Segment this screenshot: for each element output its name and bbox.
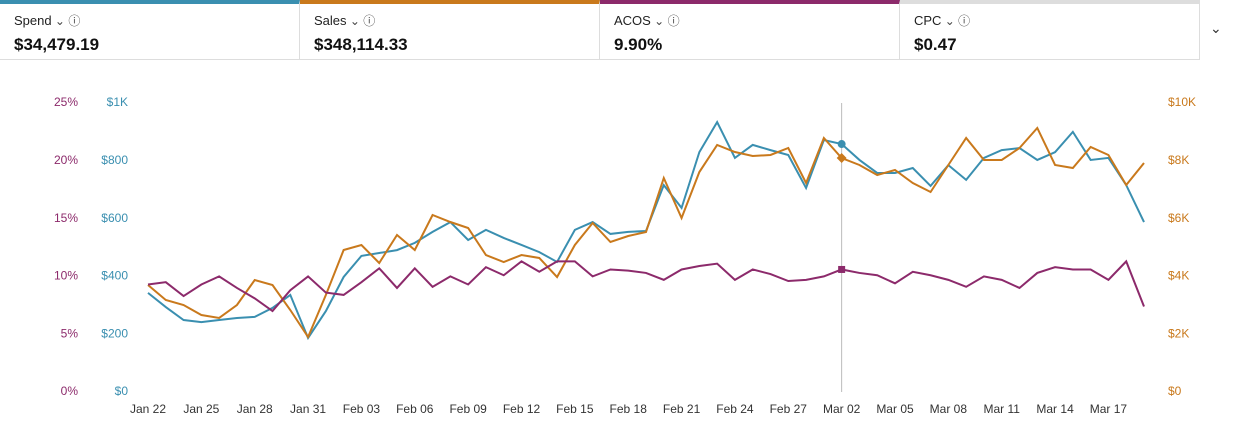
x-tick-label: Feb 09 bbox=[449, 402, 487, 416]
y-tick-label: $200 bbox=[101, 326, 128, 340]
metric-name: Spend bbox=[14, 12, 285, 29]
x-tick-label: Mar 14 bbox=[1036, 402, 1074, 416]
metric-value: $34,479.19 bbox=[14, 35, 100, 54]
x-tick-label: Jan 31 bbox=[290, 402, 326, 416]
y-tick-label: $800 bbox=[101, 153, 128, 167]
y-tick-label: $0 bbox=[1168, 384, 1182, 398]
x-tick-label: Feb 03 bbox=[343, 402, 381, 416]
x-tick-label: Jan 25 bbox=[183, 402, 219, 416]
x-tick-label: Mar 08 bbox=[930, 402, 968, 416]
hover-marker bbox=[836, 153, 847, 163]
x-tick-label: Feb 24 bbox=[716, 402, 754, 416]
metric-tiles: Spend $34,479.19 Sales $348,114.33 ACOS 9.90%… bbox=[0, 0, 1200, 60]
y-tick-label: $8K bbox=[1168, 153, 1189, 167]
metric-tile[interactable]: Sales $348,114.33 bbox=[300, 0, 600, 60]
metric-value: 9.90% bbox=[614, 35, 663, 54]
y-tick-label: 5% bbox=[61, 326, 79, 340]
hover-marker bbox=[838, 265, 846, 273]
y-tick-label: 10% bbox=[54, 269, 78, 283]
metric-tile[interactable]: ACOS 9.90% bbox=[600, 0, 900, 60]
x-tick-label: Jan 28 bbox=[237, 402, 273, 416]
series-line bbox=[147, 259, 1145, 313]
x-tick-label: Feb 06 bbox=[396, 402, 434, 416]
x-tick-label: Mar 02 bbox=[823, 402, 861, 416]
x-tick-label: Mar 17 bbox=[1090, 402, 1128, 416]
y-tick-label: $400 bbox=[101, 269, 128, 283]
metric-tile[interactable]: Spend $34,479.19 bbox=[0, 0, 300, 60]
y-tick-label: $2K bbox=[1168, 326, 1189, 340]
y-tick-label: 25% bbox=[54, 95, 78, 109]
y-tick-label: $10K bbox=[1168, 95, 1196, 109]
x-tick-label: Mar 05 bbox=[876, 402, 914, 416]
hover-marker bbox=[837, 140, 846, 149]
x-tick-label: Feb 27 bbox=[770, 402, 808, 416]
metric-value: $348,114.33 bbox=[314, 35, 408, 54]
metric-name: CPC bbox=[914, 12, 1185, 29]
y-tick-label: $1K bbox=[107, 95, 128, 109]
metric-name: Sales bbox=[314, 12, 585, 29]
metric-value: $0.47 bbox=[914, 35, 957, 54]
y-tick-label: $600 bbox=[101, 211, 128, 225]
x-tick-label: Mar 11 bbox=[983, 402, 1020, 416]
x-tick-label: Feb 15 bbox=[556, 402, 594, 416]
x-tick-label: Feb 18 bbox=[610, 402, 648, 416]
y-tick-label: 0% bbox=[61, 384, 79, 398]
y-tick-label: $6K bbox=[1168, 211, 1189, 225]
dropdown[interactable]: ⌄ bbox=[1210, 20, 1222, 36]
y-tick-label: 15% bbox=[54, 211, 78, 225]
y-tick-label: $4K bbox=[1168, 269, 1189, 283]
metric-tile[interactable]: CPC $0.47 bbox=[900, 0, 1200, 60]
y-tick-label: $0 bbox=[115, 384, 129, 398]
series-line bbox=[147, 126, 1145, 340]
x-tick-label: Jan 22 bbox=[130, 402, 166, 416]
x-tick-label: Feb 21 bbox=[663, 402, 701, 416]
metric-name: ACOS bbox=[614, 12, 885, 29]
x-tick-label: Feb 12 bbox=[503, 402, 541, 416]
y-tick-label: 20% bbox=[54, 153, 78, 167]
